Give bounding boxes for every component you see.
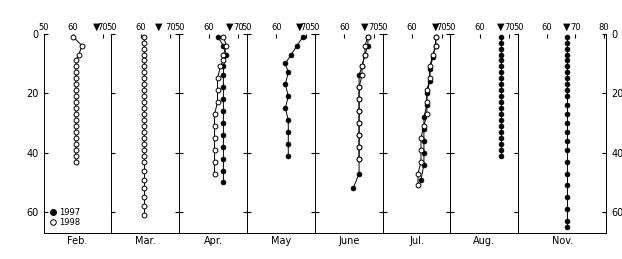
X-axis label: Apr.: Apr. (203, 236, 223, 246)
Text: ▼: ▼ (226, 22, 233, 32)
Text: ▼: ▼ (497, 22, 504, 32)
Text: ▼: ▼ (155, 22, 162, 32)
X-axis label: Jul.: Jul. (409, 236, 424, 246)
Legend: 1997, 1998: 1997, 1998 (48, 206, 82, 229)
Text: ▼: ▼ (93, 22, 100, 32)
X-axis label: Feb.: Feb. (67, 236, 88, 246)
Text: ▼: ▼ (361, 22, 369, 32)
Text: ▼: ▼ (563, 22, 570, 32)
X-axis label: Aug.: Aug. (473, 236, 495, 246)
Text: ▼: ▼ (296, 22, 304, 32)
Text: ▼: ▼ (432, 22, 440, 32)
X-axis label: May: May (271, 236, 291, 246)
X-axis label: Mar.: Mar. (135, 236, 156, 246)
X-axis label: June: June (338, 236, 360, 246)
X-axis label: Nov.: Nov. (552, 236, 573, 246)
